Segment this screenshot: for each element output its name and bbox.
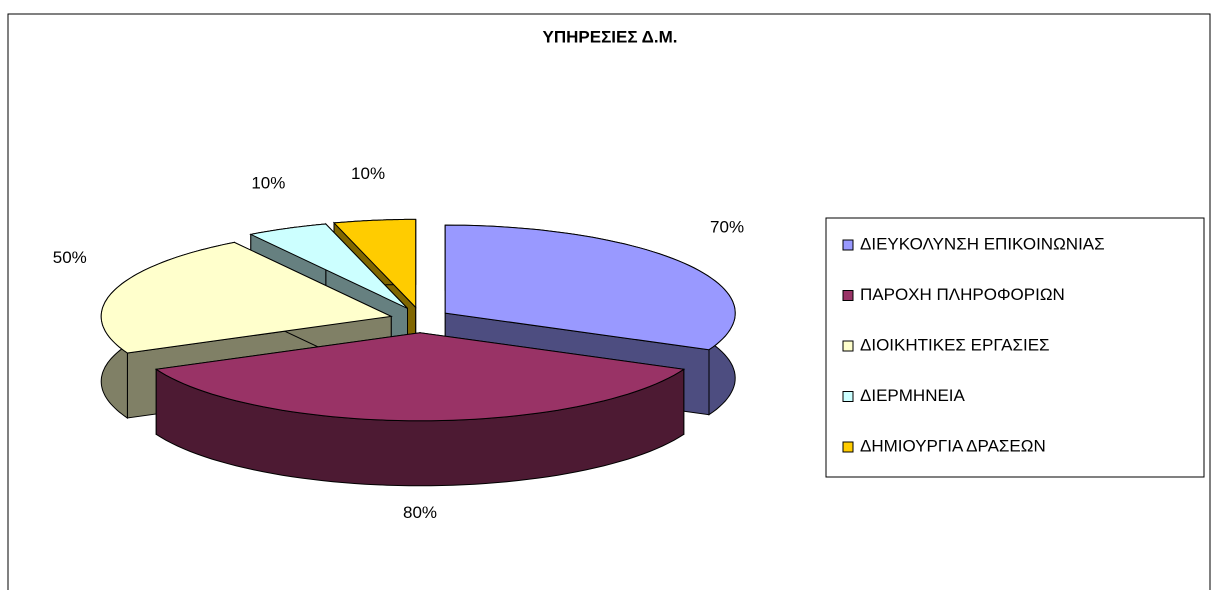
chart-border: [7, 13, 1211, 590]
data-label: 10%: [251, 173, 285, 192]
legend-label: ΔΗΜΙΟΥΡΓΙΑ ΔΡΑΣΕΩΝ: [860, 436, 1046, 455]
slice-top: [249, 223, 408, 309]
legend-label: ΠΑΡΟΧΗ ΠΛΗΡΟΦΟΡΙΩΝ: [860, 285, 1065, 304]
slice-top: [332, 218, 417, 309]
slice-top: [100, 241, 393, 354]
legend-swatch: [842, 441, 854, 453]
legend-swatch: [842, 290, 854, 301]
legend-label: ΔΙΕΥΚΟΛΥΝΣΗ ΕΠΙΚΟΙΝΩΝΙΑΣ: [860, 234, 1105, 253]
slice-top: [154, 332, 686, 422]
pie-slice: [154, 332, 686, 487]
legend-label: ΔΙΕΡΜΗΝΕΙΑ: [860, 386, 966, 405]
legend-swatch: [842, 239, 854, 251]
data-label: 80%: [403, 503, 437, 522]
legend-label: ΔΙΟΙΚΗΤΙΚΕΣ ΕΡΓΑΣΙΕΣ: [860, 335, 1050, 354]
chart-title: ΥΠΗΡΕΣΙΕΣ Δ.Μ.: [543, 27, 678, 46]
data-label: 70%: [710, 217, 744, 236]
legend-swatch: [842, 391, 854, 402]
data-label: 10%: [351, 164, 385, 183]
legend-box: [825, 217, 1205, 478]
legend-swatch: [842, 340, 854, 352]
slice-top: [444, 224, 736, 351]
data-label: 50%: [53, 248, 87, 267]
